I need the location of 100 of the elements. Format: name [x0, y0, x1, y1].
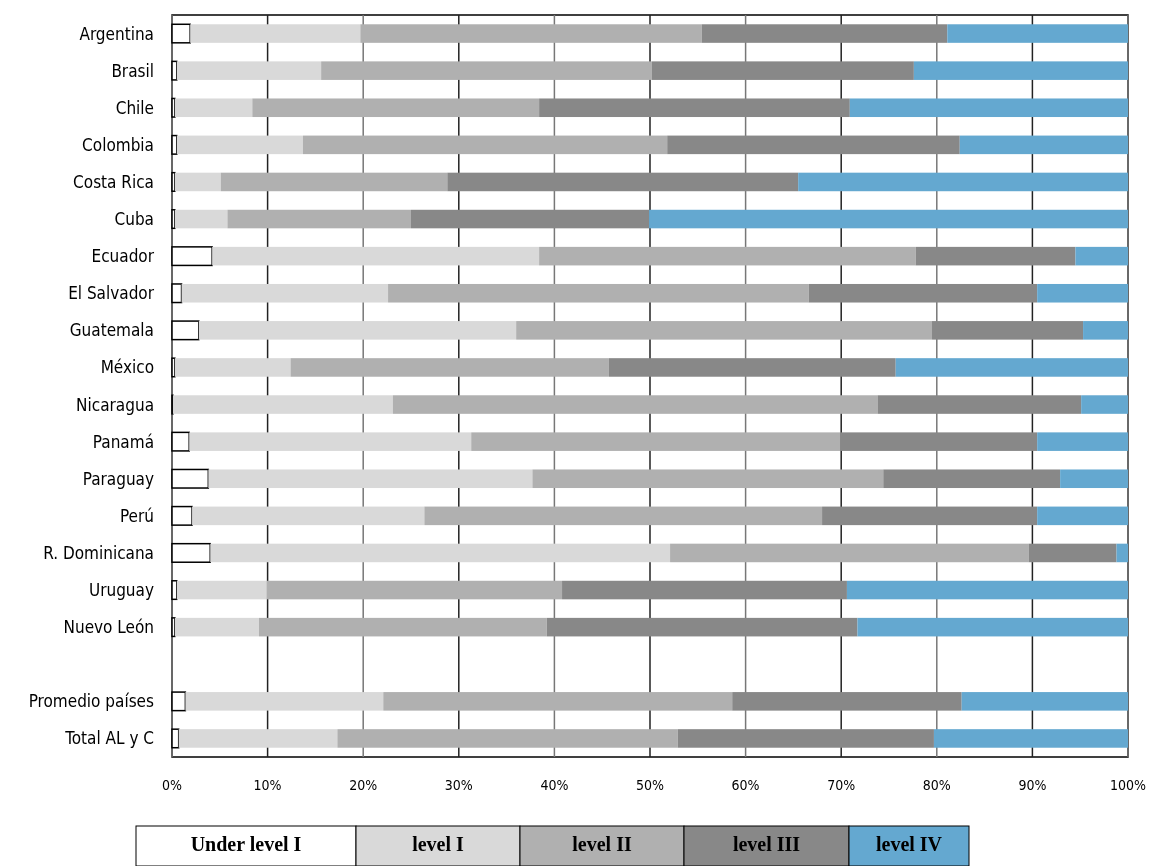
bar [212, 246, 540, 266]
bar [1116, 543, 1128, 563]
bar [1060, 469, 1128, 489]
bar [913, 61, 1128, 80]
bar [883, 469, 1061, 489]
bar [290, 358, 609, 377]
bar [701, 24, 948, 43]
y-tick-label: Cuba [114, 209, 154, 230]
bar [227, 209, 411, 229]
bar [185, 692, 384, 711]
y-tick-label: Nuevo León [63, 617, 154, 638]
bar [539, 98, 850, 118]
bar [667, 135, 960, 155]
y-tick-label: Promedio países [28, 691, 155, 712]
x-tick-label: 70% [827, 777, 856, 793]
bar [192, 506, 425, 526]
bar [176, 135, 303, 155]
bar [1028, 543, 1117, 563]
bar [174, 209, 228, 229]
bar [539, 246, 916, 266]
bar [1037, 506, 1128, 526]
x-tick-label: 50% [636, 777, 665, 793]
bar [1037, 432, 1128, 451]
y-tick-label: Colombia [82, 134, 154, 155]
bar [932, 321, 1084, 340]
text: level II [572, 833, 632, 855]
bar [392, 395, 878, 414]
bar [961, 692, 1128, 711]
y-tick-label: Nicaragua [76, 394, 154, 415]
x-tick-label: 90% [1018, 777, 1047, 793]
bar [846, 580, 1128, 600]
bar [1037, 283, 1128, 303]
x-tick-label: 80% [922, 777, 951, 793]
text: level I [412, 833, 465, 855]
bar [178, 729, 338, 748]
bar [516, 321, 933, 340]
y-tick-label: El Salvador [68, 283, 155, 304]
y-tick-label: Panamá [92, 431, 154, 452]
bar [895, 358, 1128, 377]
bar [198, 321, 517, 340]
bar [532, 469, 884, 489]
x-tick-label: 0% [162, 777, 183, 793]
bar [649, 209, 1128, 229]
bar [857, 617, 1128, 637]
bar [822, 506, 1038, 526]
bar [174, 172, 221, 192]
bar [670, 543, 1029, 563]
bar [189, 432, 472, 451]
bar [840, 432, 1038, 451]
bar [798, 172, 1128, 192]
x-tick-label: 60% [731, 777, 760, 793]
bar [947, 24, 1128, 43]
x-tick-label: 100% [1109, 777, 1147, 793]
bar [302, 135, 668, 155]
bar [849, 98, 1128, 118]
x-tick-label: 30% [444, 777, 473, 793]
bar [266, 580, 563, 600]
bar [208, 469, 533, 489]
bar [174, 98, 253, 118]
bar [651, 61, 914, 80]
bar [174, 617, 259, 637]
y-tick-label: Paraguay [82, 468, 154, 489]
y-tick-label: Total AL y C [64, 728, 154, 749]
y-tick-label: R. Dominicana [43, 542, 154, 563]
bar [383, 692, 733, 711]
bar [252, 98, 540, 118]
bar [959, 135, 1128, 155]
bar [388, 283, 809, 303]
x-tick-label: 20% [349, 777, 378, 793]
bar [176, 580, 267, 600]
bar [424, 506, 823, 526]
bar [877, 395, 1082, 414]
bar [360, 24, 702, 43]
bar [471, 432, 841, 451]
bar [210, 543, 671, 563]
bar [259, 617, 547, 637]
bar [732, 692, 962, 711]
bar [220, 172, 448, 192]
y-tick-label: Chile [115, 97, 154, 118]
bar [915, 246, 1076, 266]
y-tick-label: Perú [119, 505, 154, 526]
text: level IV [875, 833, 943, 855]
y-tick-label: Argentina [79, 23, 154, 44]
bar [1083, 321, 1128, 340]
bar [190, 24, 361, 43]
bar [562, 580, 847, 600]
bar [808, 283, 1038, 303]
bar [1081, 395, 1128, 414]
text: Under level I [190, 833, 302, 855]
y-tick-label: Guatemala [69, 320, 154, 341]
bar [337, 729, 678, 748]
bar [411, 209, 650, 229]
bar [677, 729, 934, 748]
bar [546, 617, 858, 637]
bar [174, 358, 291, 377]
y-tick-label: Brasil [111, 60, 154, 81]
text: level III [732, 833, 801, 855]
bar [933, 729, 1128, 748]
bar [321, 61, 652, 80]
bar [608, 358, 896, 377]
